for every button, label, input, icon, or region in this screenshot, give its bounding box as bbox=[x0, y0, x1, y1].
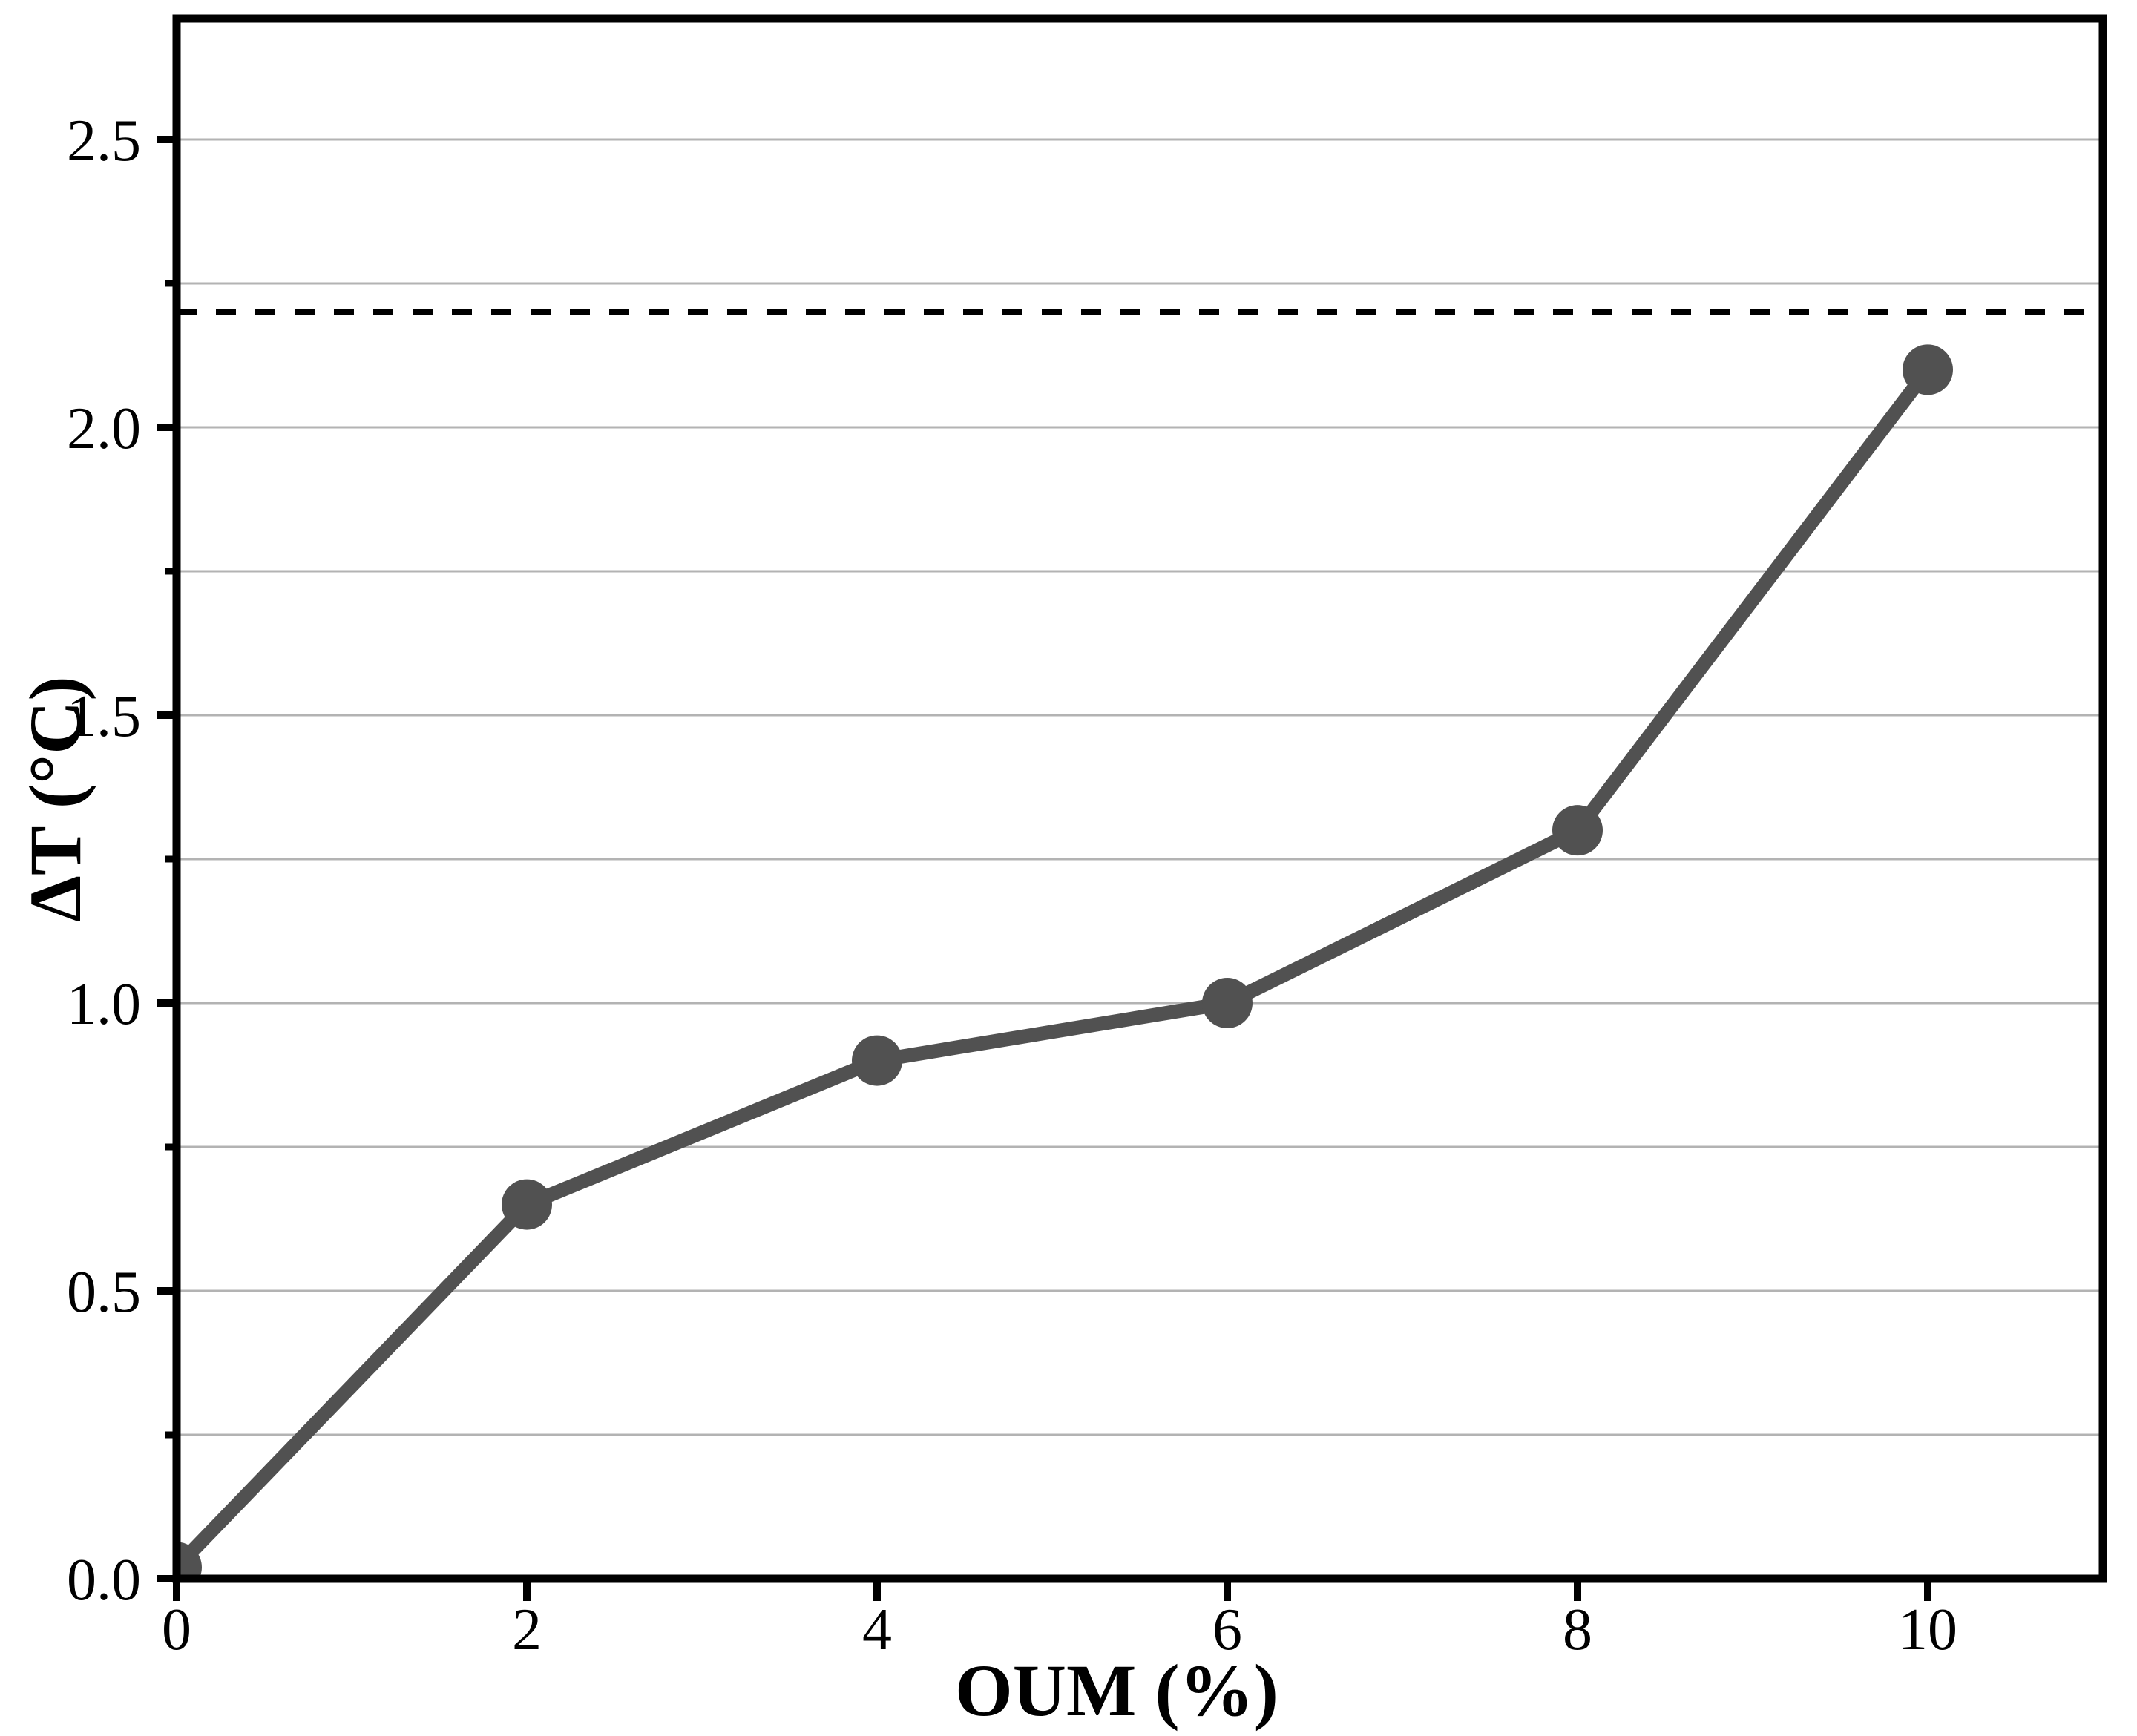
plot-border bbox=[172, 14, 2107, 1583]
data-point bbox=[1903, 344, 1953, 395]
y-axis-label: ΔT (°C) bbox=[14, 676, 96, 921]
x-tick-label: 0 bbox=[162, 1597, 191, 1663]
y-tick-label: 0.0 bbox=[67, 1548, 141, 1613]
data-point bbox=[1552, 805, 1603, 856]
gridlines-group bbox=[177, 138, 2103, 1436]
data-point bbox=[1202, 977, 1253, 1028]
data-point bbox=[177, 1542, 202, 1579]
series-group bbox=[177, 344, 1953, 1579]
y-tick-label: 1.0 bbox=[67, 972, 141, 1037]
series-line bbox=[177, 362, 1935, 1574]
y-tick-label: 2.5 bbox=[67, 108, 141, 174]
y-tick-label: 1.5 bbox=[67, 684, 141, 749]
x-tick-label: 8 bbox=[1563, 1597, 1592, 1663]
tick-labels-group: 0.0 0.5 1.0 1.5 2.0 2.5 0 2 4 6 8 10 bbox=[67, 108, 1957, 1663]
data-point bbox=[502, 1179, 552, 1230]
x-axis-label: OUM (%) bbox=[955, 1649, 1278, 1732]
x-tick-label: 2 bbox=[512, 1597, 542, 1663]
x-tick-label: 10 bbox=[1898, 1597, 1957, 1663]
y-tick-label: 0.5 bbox=[67, 1260, 141, 1325]
x-tick-label: 6 bbox=[1212, 1597, 1242, 1663]
ticks-group bbox=[157, 135, 1931, 1601]
x-tick-label: 4 bbox=[862, 1597, 892, 1663]
y-tick-label: 2.0 bbox=[67, 396, 141, 461]
data-point bbox=[852, 1035, 902, 1086]
